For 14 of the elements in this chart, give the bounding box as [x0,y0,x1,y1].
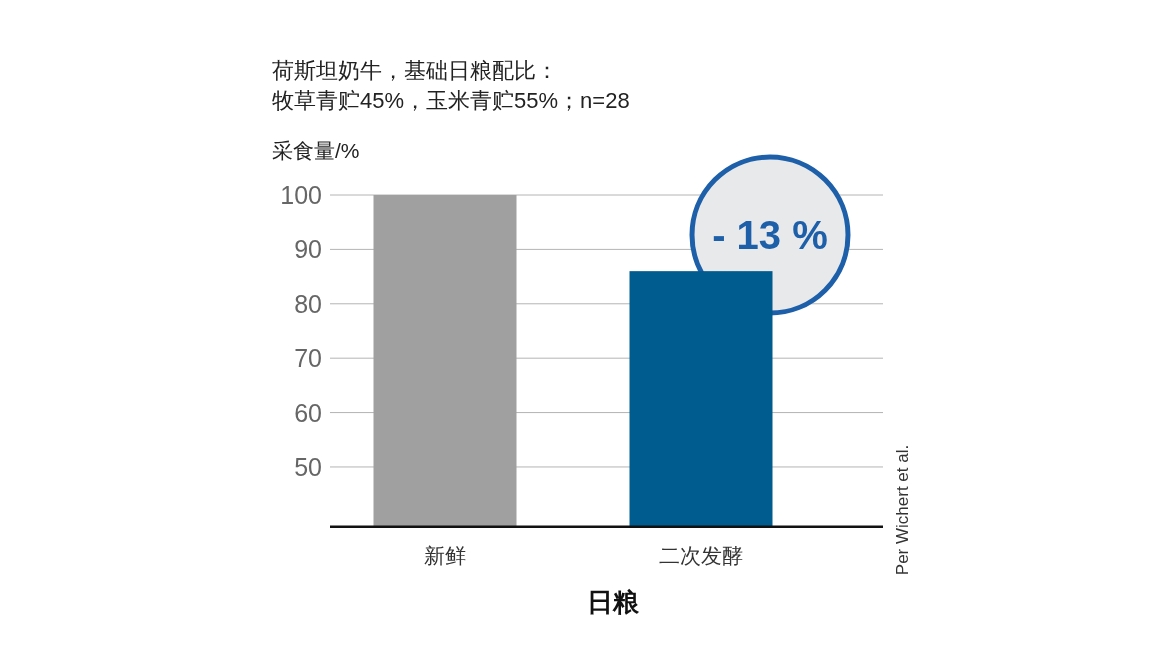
chart-title: 荷斯坦奶牛，基础日粮配比： [272,58,558,83]
y-tick-label: 50 [294,452,322,481]
y-tick-label: 80 [294,289,322,318]
y-tick-label: 60 [294,398,322,427]
y-tick-label: 70 [294,344,322,373]
x-tick-label: 二次发酵 [659,544,743,567]
y-tick-label: 100 [280,181,322,209]
text: Per Wichert et al. [893,444,912,576]
annotation: - 13 % [712,213,828,257]
x-tick-label: 新鲜 [424,544,466,567]
x-axis-title: 日粮 [586,587,640,617]
y-axis-title: 采食量/% [272,139,360,162]
chart-subtitle: 牧草青贮45%，玉米青贮55%；n=28 [272,88,630,113]
y-tick-label: 90 [294,235,322,264]
